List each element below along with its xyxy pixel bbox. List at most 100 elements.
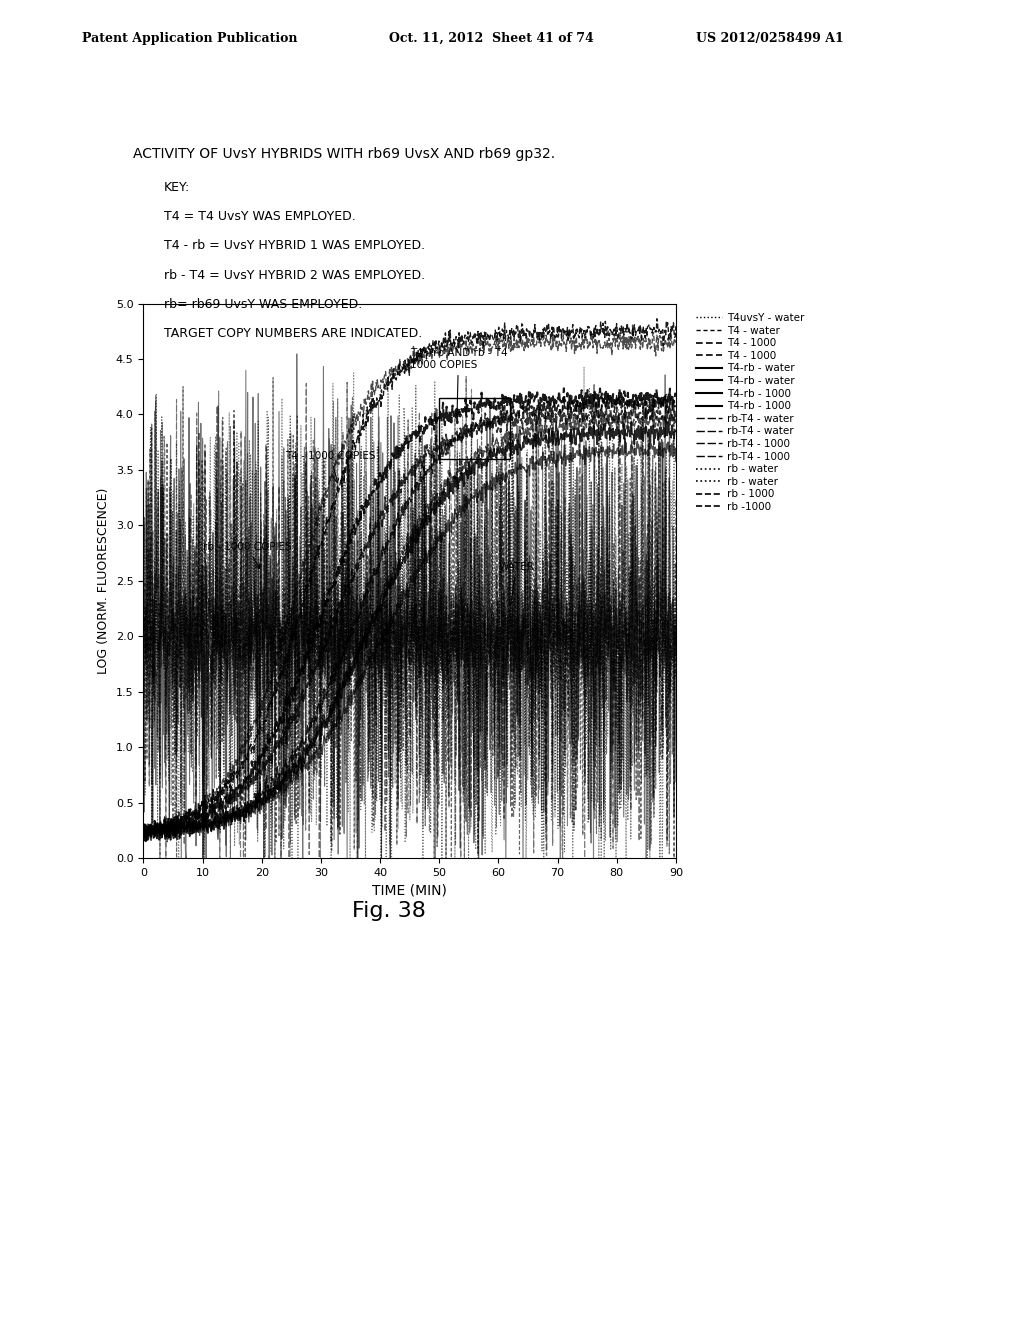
T4-rb - 1000 xyxy=(139,833,152,849)
rb - 1000 xyxy=(196,792,208,808)
T4 - water xyxy=(539,775,551,791)
T4uvsY - water xyxy=(670,651,682,667)
T4 - 1000 xyxy=(196,807,208,822)
rb -1000 xyxy=(539,338,551,354)
T4 - water xyxy=(670,669,682,685)
T4-rb - 1000 xyxy=(196,817,208,833)
Y-axis label: LOG (NORM. FLUORESCENCE): LOG (NORM. FLUORESCENCE) xyxy=(97,487,111,675)
T4-rb - 1000 xyxy=(517,458,529,474)
rb-T4 - 1000 xyxy=(276,760,289,776)
rb-T4 - water xyxy=(137,647,150,663)
T4-rb - 1000 xyxy=(597,442,609,458)
Text: T4 - rb = UvsY HYBRID 1 WAS EMPLOYED.: T4 - rb = UvsY HYBRID 1 WAS EMPLOYED. xyxy=(164,239,425,252)
rb-T4 - 1000 xyxy=(196,817,208,833)
rb-T4 - 1000 xyxy=(597,393,609,409)
rb-T4 - water xyxy=(670,490,682,506)
T4uvsY - water xyxy=(197,850,209,866)
Line: T4 - 1000: T4 - 1000 xyxy=(143,401,676,842)
T4-rb - water xyxy=(670,774,682,789)
T4-rb - water xyxy=(517,611,529,627)
rb - water xyxy=(172,850,184,866)
rb - water xyxy=(276,626,289,642)
rb -1000 xyxy=(517,335,529,351)
T4-rb - water xyxy=(598,528,610,544)
rb-T4 - 1000 xyxy=(137,826,150,842)
Text: rb - T4 = UvsY HYBRID 2 WAS EMPLOYED.: rb - T4 = UvsY HYBRID 2 WAS EMPLOYED. xyxy=(164,268,425,281)
T4 - 1000 xyxy=(597,405,609,421)
rb-T4 - 1000 xyxy=(161,834,173,850)
T4-rb - water xyxy=(276,649,289,665)
rb-T4 - water xyxy=(540,804,552,820)
T4-rb - water xyxy=(540,605,552,620)
rb - water xyxy=(366,541,378,557)
rb - water xyxy=(539,389,551,405)
rb - water xyxy=(196,516,208,532)
Text: Patent Application Publication: Patent Application Publication xyxy=(82,32,297,45)
T4uvsY - water xyxy=(598,631,610,647)
rb-T4 - 1000 xyxy=(366,572,378,587)
T4 - water xyxy=(366,624,378,640)
Text: WATER: WATER xyxy=(499,562,535,605)
rb-T4 - 1000 xyxy=(539,400,551,416)
rb-T4 - water xyxy=(598,624,610,640)
T4-rb - 1000 xyxy=(597,417,609,433)
T4-rb - 1000 xyxy=(276,774,289,789)
rb - water xyxy=(196,601,208,616)
rb-T4 - 1000 xyxy=(602,387,614,403)
T4 - water xyxy=(276,676,289,692)
rb-T4 - 1000 xyxy=(597,422,609,438)
rb - 1000 xyxy=(276,668,289,684)
Line: rb - water: rb - water xyxy=(143,367,676,858)
T4-rb - water xyxy=(291,346,303,362)
Text: KEY:: KEY: xyxy=(164,181,190,194)
T4-rb - 1000 xyxy=(366,614,378,630)
rb-T4 - water xyxy=(517,634,529,649)
Line: T4-rb - water: T4-rb - water xyxy=(143,371,676,858)
T4uvsY - water xyxy=(196,628,208,644)
rb -1000 xyxy=(196,796,208,812)
rb-T4 - water xyxy=(670,616,682,632)
T4 - water xyxy=(598,714,610,730)
rb-T4 - 1000 xyxy=(539,422,551,438)
rb-T4 - water xyxy=(196,709,208,725)
T4-rb - water xyxy=(341,850,353,866)
rb-T4 - 1000 xyxy=(646,401,658,417)
rb-T4 - water xyxy=(234,850,247,866)
rb-T4 - water xyxy=(267,370,280,385)
T4-rb - water xyxy=(366,628,378,644)
rb-T4 - 1000 xyxy=(137,829,150,845)
T4-rb - 1000 xyxy=(517,434,529,450)
Text: Fig. 38: Fig. 38 xyxy=(352,902,426,921)
T4 - 1000 xyxy=(558,380,570,396)
rb-T4 - water xyxy=(517,601,529,616)
T4 - 1000 xyxy=(517,401,529,417)
Text: T4 - rb AND rb - T4
1000 COPIES: T4 - rb AND rb - T4 1000 COPIES xyxy=(410,348,507,416)
Line: rb-T4 - 1000: rb-T4 - 1000 xyxy=(143,409,676,842)
rb - water xyxy=(517,616,529,632)
T4-rb - 1000 xyxy=(539,430,551,446)
rb-T4 - 1000 xyxy=(141,833,154,849)
Line: rb-T4 - 1000: rb-T4 - 1000 xyxy=(143,395,676,841)
rb - water xyxy=(137,612,150,628)
rb-T4 - water xyxy=(278,579,290,595)
Text: T4 - 1000 COPIES: T4 - 1000 COPIES xyxy=(286,451,376,483)
T4-rb - water xyxy=(196,673,208,689)
T4-rb - water xyxy=(540,643,552,659)
T4-rb - water xyxy=(366,614,378,630)
rb-T4 - water xyxy=(366,634,378,649)
T4-rb - water xyxy=(137,669,150,685)
rb-T4 - 1000 xyxy=(517,421,529,437)
rb - 1000 xyxy=(142,830,155,846)
rb-T4 - 1000 xyxy=(366,614,378,630)
T4 - 1000 xyxy=(640,393,652,409)
rb - water xyxy=(540,830,552,846)
T4 - water xyxy=(593,384,605,400)
T4 - 1000 xyxy=(366,488,378,504)
T4 - 1000 xyxy=(598,389,610,405)
T4-rb - 1000 xyxy=(660,413,673,429)
T4-rb - 1000 xyxy=(196,818,208,834)
T4 - 1000 xyxy=(539,387,551,403)
Line: T4 - 1000: T4 - 1000 xyxy=(143,388,676,842)
T4 - water xyxy=(196,453,208,469)
rb -1000 xyxy=(366,375,378,391)
